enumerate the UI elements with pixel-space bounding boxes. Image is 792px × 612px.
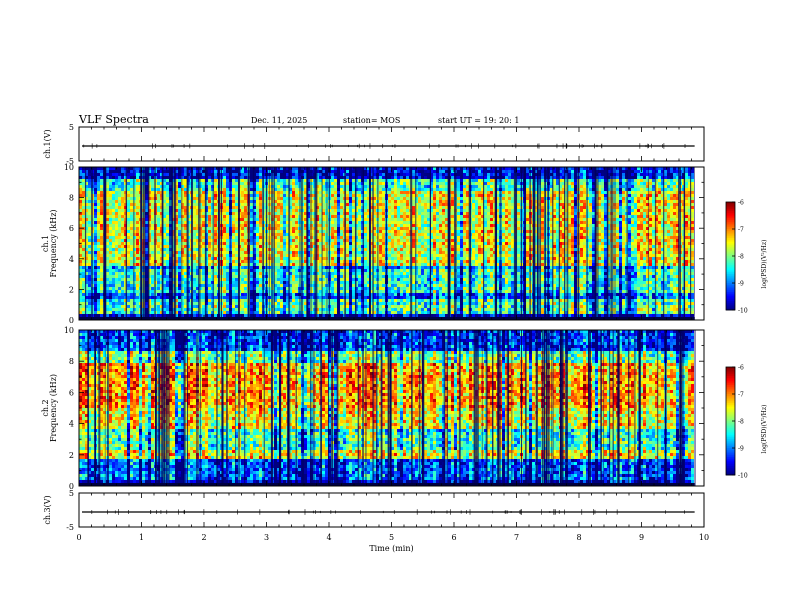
y-tick-label: -5 [66, 157, 74, 166]
y-tick-label: 2 [69, 451, 74, 460]
y-tick-label: 4 [69, 255, 74, 264]
y-tick-label: 8 [69, 357, 74, 366]
colorbar-tick-label: -10 [738, 473, 748, 480]
waveform-label: ch.1(V) [43, 129, 52, 158]
ch3-waveform [82, 509, 695, 515]
y-tick-label: 5 [69, 123, 74, 132]
x-tick-label: 0 [76, 533, 81, 542]
waveform-label: ch.3(V) [43, 495, 52, 524]
y-axis-label: Frequency (kHz) [49, 374, 58, 442]
y-tick-label: 0 [69, 316, 74, 325]
colorbar-label: log(PSD)(V²/Hz) [761, 240, 768, 289]
y-tick-label: 10 [64, 163, 74, 172]
y-tick-label: 10 [64, 326, 74, 335]
colorbar-tick-label: -7 [738, 227, 744, 234]
colorbar-tick-label: -6 [738, 365, 744, 372]
station-label: station= MOS [343, 116, 400, 125]
panel-label: ch.1 [41, 235, 50, 252]
y-tick-label: 6 [69, 224, 74, 233]
ch2-spectrogram [79, 330, 704, 486]
colorbar-1: -6 -7 -8 -9 -10 log(PSD)(V²/Hz) [725, 200, 768, 315]
x-tick-label: 8 [576, 533, 581, 542]
chart-title: VLF Spectra [79, 113, 149, 126]
x-tick-label: 10 [699, 533, 709, 542]
colorbar-tick-label: -9 [738, 281, 744, 288]
x-tick-label: 9 [639, 533, 644, 542]
x-tick-label: 7 [514, 533, 519, 542]
start-time-label: start UT = 19: 20: 1 [438, 116, 519, 125]
colorbar-tick-label: -9 [738, 446, 744, 453]
colorbar-label: log(PSD)(V²/Hz) [761, 405, 768, 454]
colorbar-tick-label: -10 [738, 308, 748, 315]
x-tick-label: 1 [139, 533, 144, 542]
panel-label: ch.2 [41, 399, 50, 416]
x-tick-label: 5 [389, 533, 394, 542]
y-tick-label: 0 [69, 482, 74, 491]
ch1-waveform [82, 143, 695, 149]
date-label: Dec. 11, 2025 [251, 116, 307, 125]
y-axis-label: Frequency (kHz) [49, 209, 58, 277]
colorbar-tick-label: -8 [738, 419, 744, 426]
y-tick-label: 5 [69, 489, 74, 498]
y-tick-label: 8 [69, 194, 74, 203]
x-tick-label: 3 [264, 533, 269, 542]
panel-frame-0 [78, 126, 705, 162]
colorbar-tick-label: -8 [738, 254, 744, 261]
x-tick-label: 2 [201, 533, 206, 542]
x-axis-label: Time (min) [369, 544, 413, 553]
y-tick-label: 2 [69, 285, 74, 294]
y-tick-label: -5 [66, 523, 74, 532]
panel-frame-3 [78, 492, 705, 528]
ch1-spectrogram [79, 167, 704, 320]
colorbars: -6 -7 -8 -9 -10 log(PSD)(V²/Hz) -6 -7 -8 -9 -10 log… [725, 200, 768, 480]
axes: 0 1 2 3 4 5 6 7 8 9 10 Time (min) 5 -5 ch.1(V) 0 2 4 6 8 10 c… [41, 123, 709, 553]
x-tick-label: 6 [451, 533, 456, 542]
x-tick-label: 4 [326, 533, 331, 542]
colorbar-2: -6 -7 -8 -9 -10 log(PSD)(V²/Hz) [725, 365, 768, 480]
colorbar-tick-label: -6 [738, 200, 744, 207]
y-tick-label: 6 [69, 388, 74, 397]
colorbar-tick-label: -7 [738, 392, 744, 399]
y-tick-label: 4 [69, 420, 74, 429]
